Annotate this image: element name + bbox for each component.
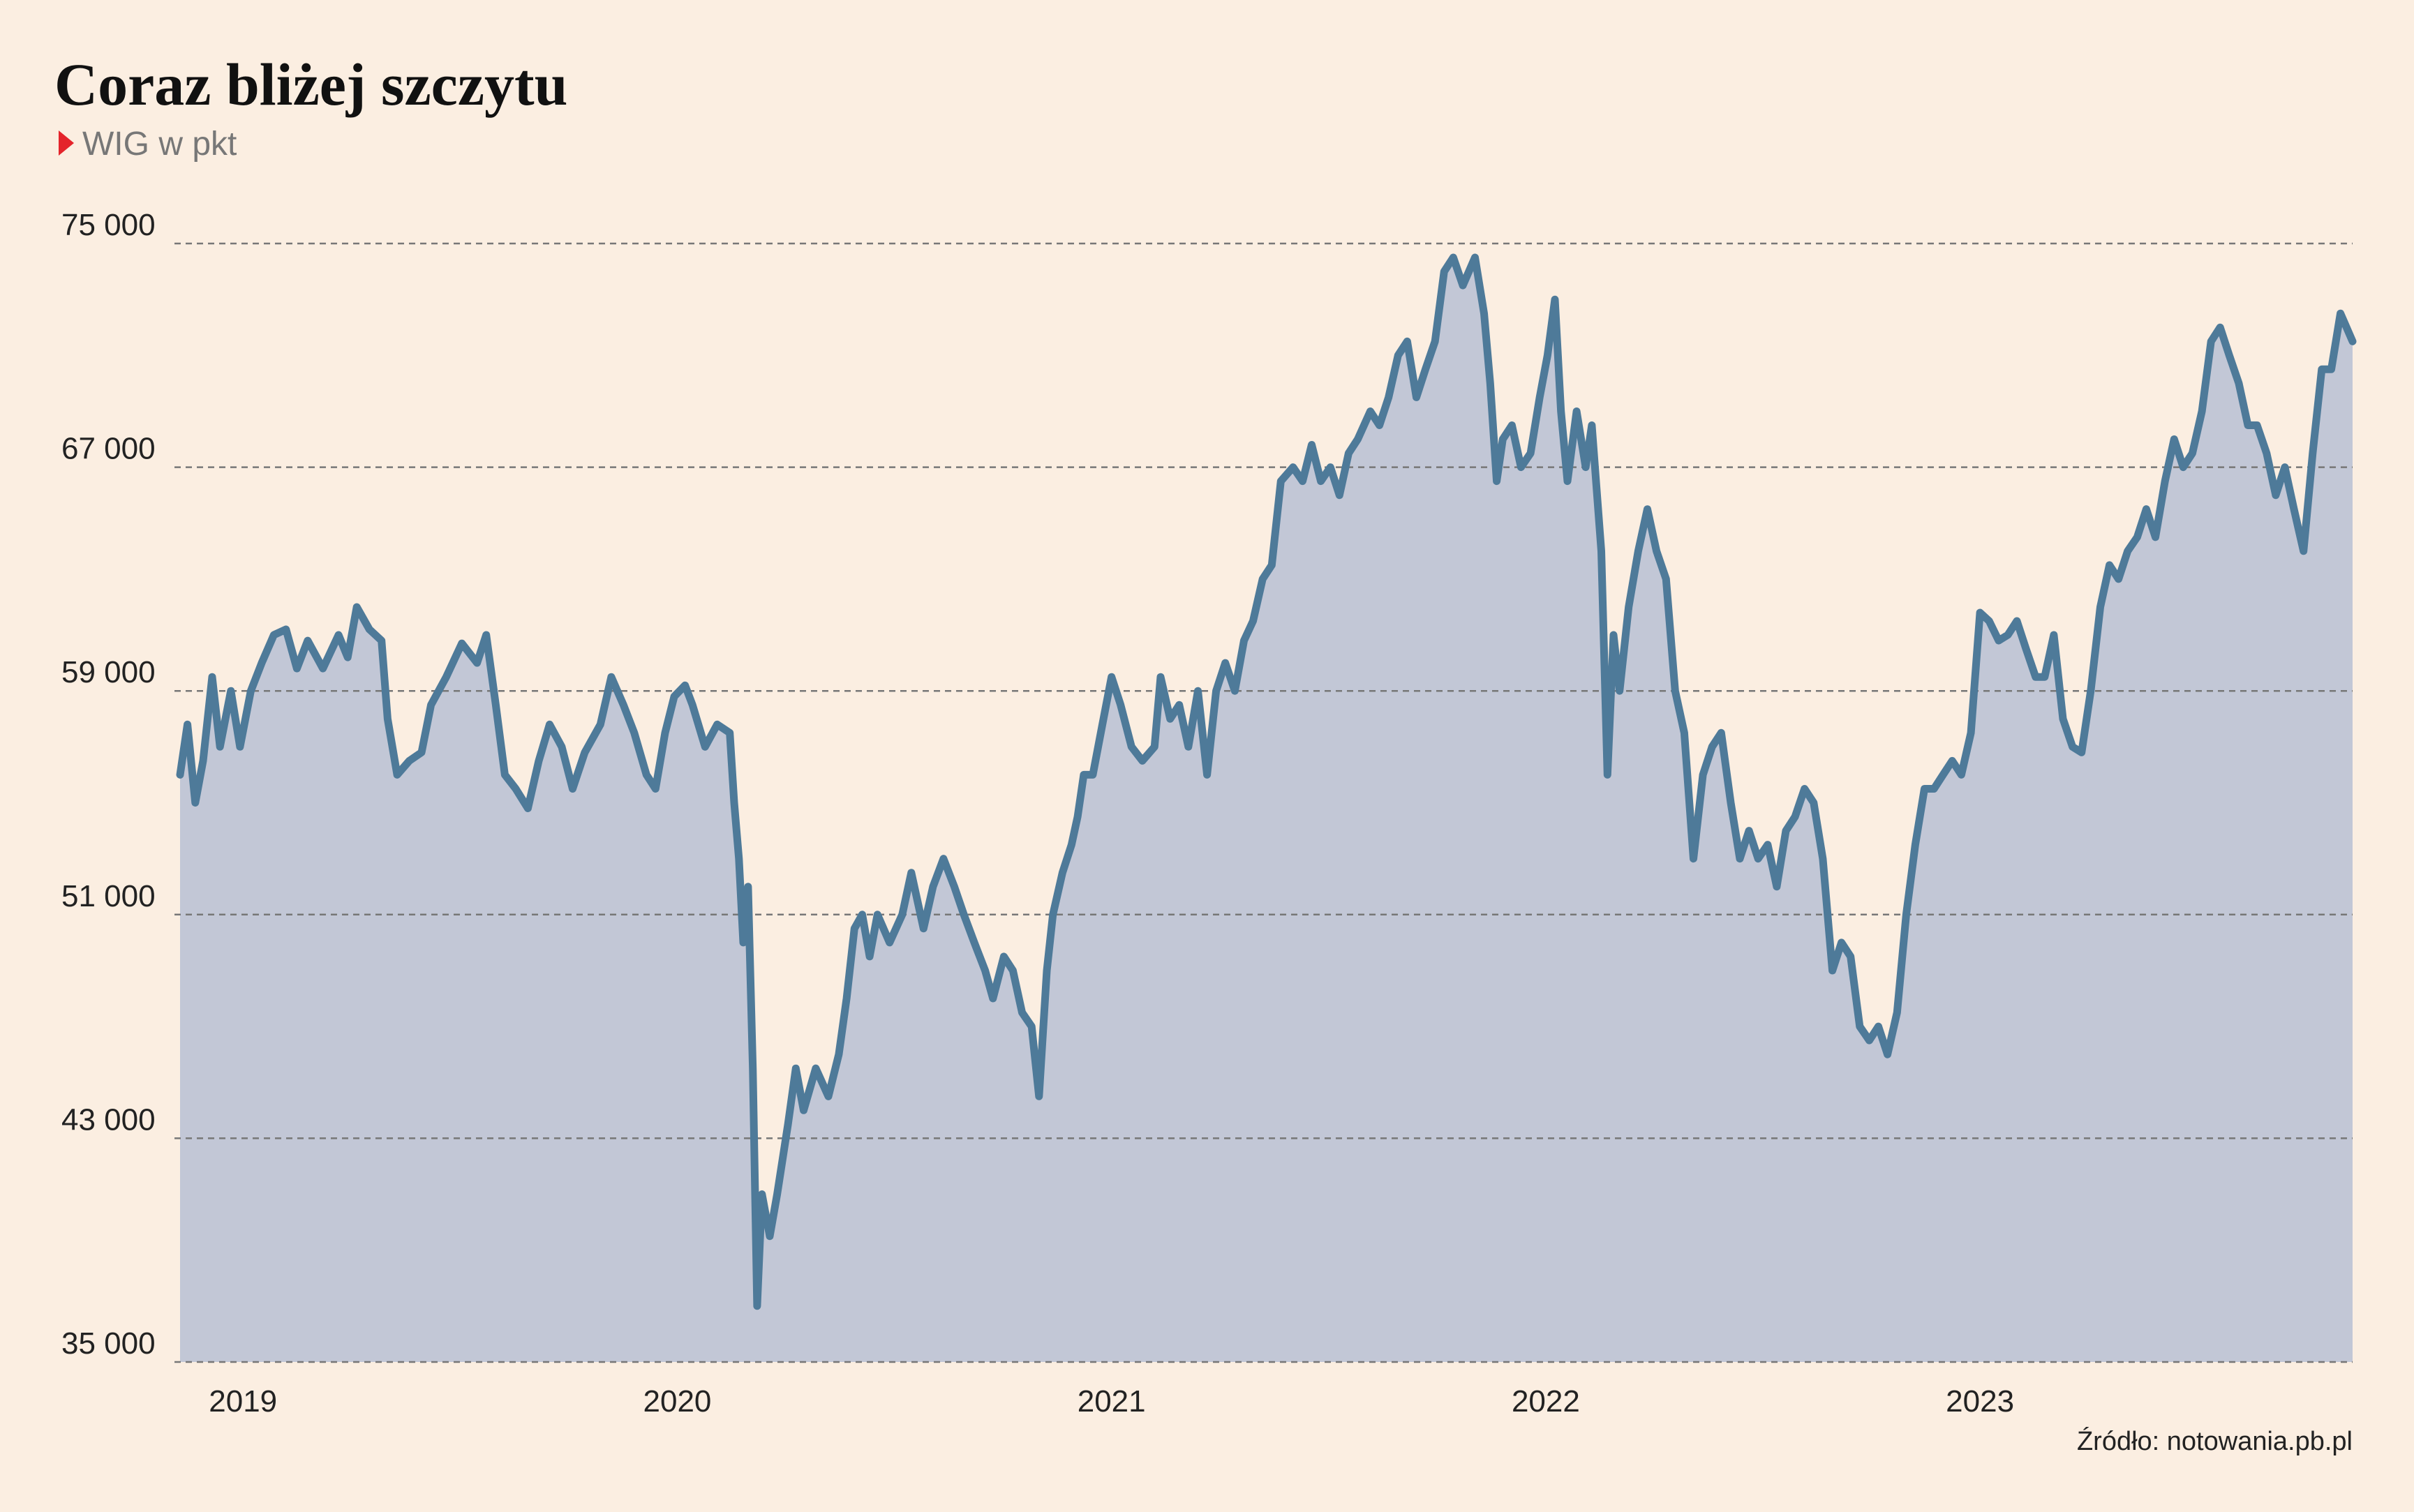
x-tick-label: 2021 <box>1078 1384 1146 1419</box>
chart-subtitle: WIG w pkt <box>82 126 237 163</box>
subtitle-marker <box>59 130 74 156</box>
area <box>180 257 2353 1362</box>
y-tick-label: 43 000 <box>61 1102 156 1137</box>
line <box>176 253 2357 1310</box>
x-tick-label: 2020 <box>643 1384 712 1419</box>
x-tick-label: 2022 <box>1512 1384 1580 1419</box>
y-tick-label: 67 000 <box>61 432 156 466</box>
source-note: Źródło: notowania.pb.pl <box>2077 1426 2353 1456</box>
y-tick-label: 75 000 <box>61 208 156 242</box>
y-tick-label: 35 000 <box>61 1326 156 1361</box>
x-tick-label: 2019 <box>209 1384 277 1419</box>
x-tick-label: 2023 <box>1946 1384 2014 1419</box>
y-tick-label: 59 000 <box>61 655 156 689</box>
chart-title: Coraz bliżej szczytu <box>54 51 568 118</box>
y-tick-label: 51 000 <box>61 879 156 913</box>
